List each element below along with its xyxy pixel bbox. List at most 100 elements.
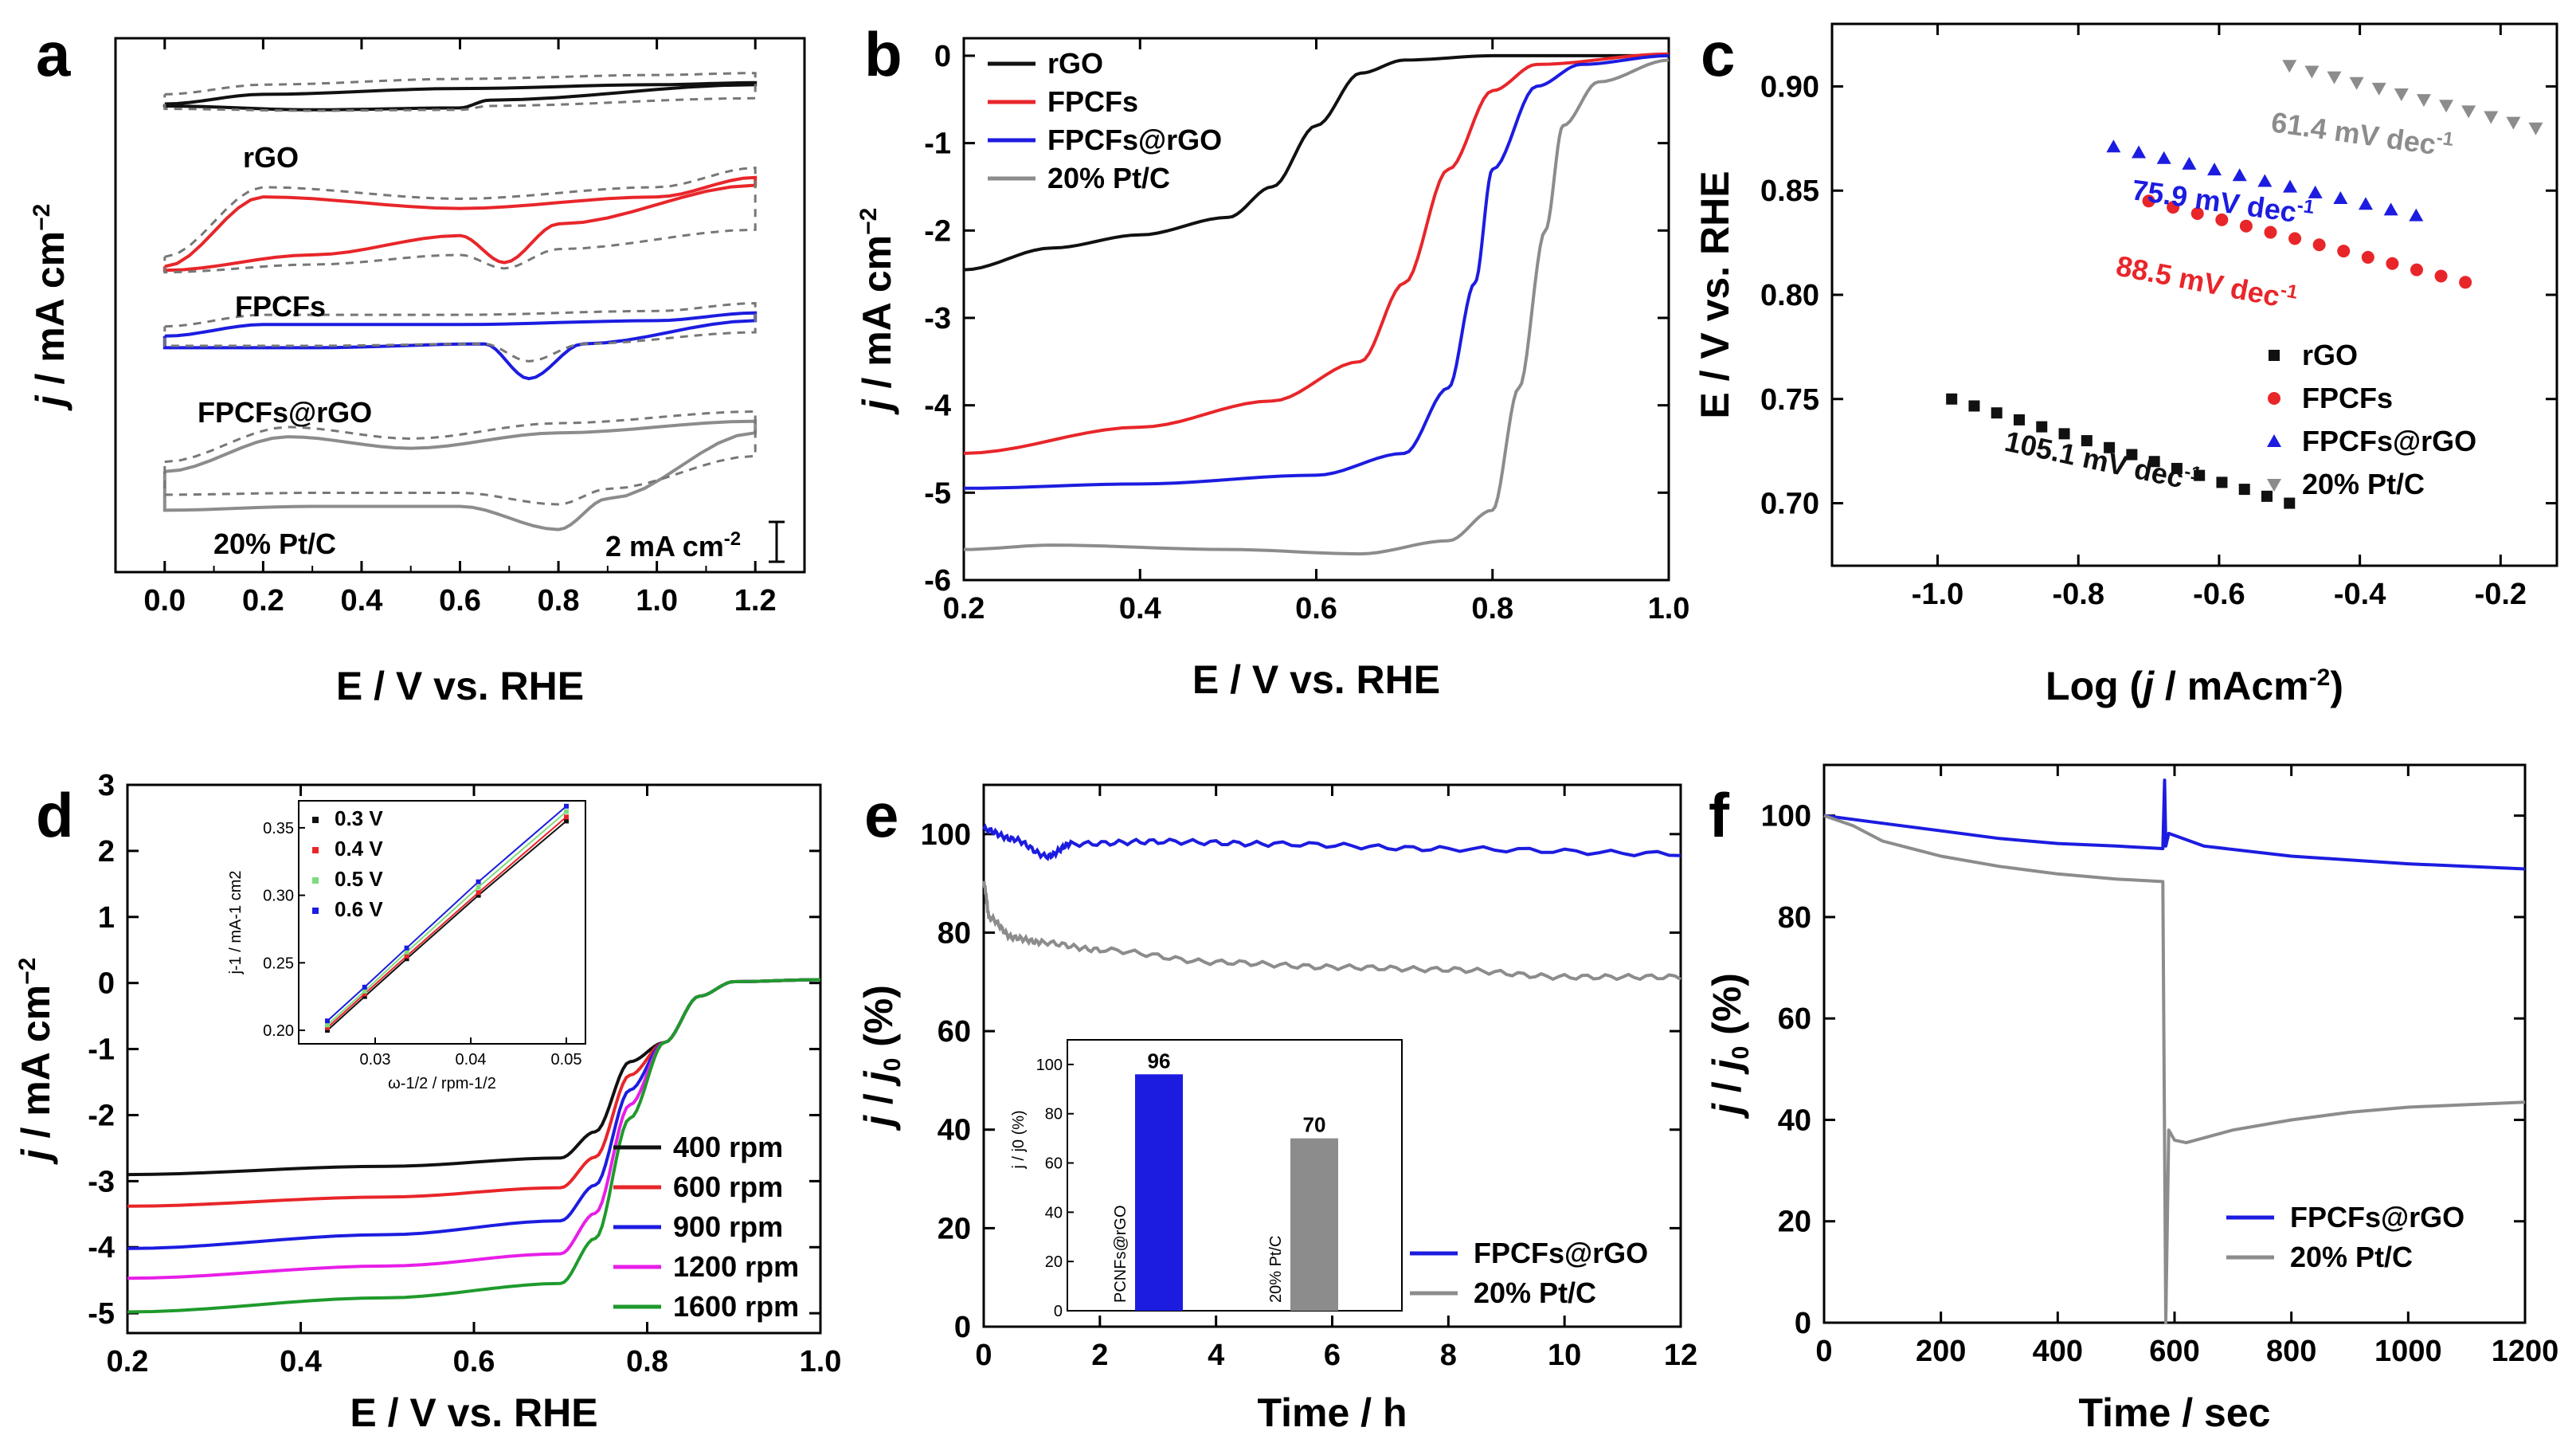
panel-c-legend-label: FPCFs@rGO [2302, 425, 2476, 457]
panel-c-point-FPCFs [2190, 207, 2204, 220]
panel-d-inset-point-0.6 V [325, 1018, 330, 1024]
panel-c-point-20% Pt/C [2528, 122, 2543, 135]
panel-e-inset-ytick-label: 0 [1054, 1303, 1063, 1320]
panel-f-letter: f [1709, 780, 1730, 850]
panel-c-point-rGO [2148, 456, 2160, 468]
panel-d-legend-label: 400 rpm [673, 1131, 783, 1163]
panel-b-line-FPCFs@rGO [963, 53, 1670, 490]
panel-a-cv-20% Pt/C [162, 419, 758, 531]
panel-c-slope-FPCFs: 88.5 mV dec-1 [2113, 248, 2299, 316]
panel-d-line-1600 rpm [127, 978, 821, 1314]
panel-c-point-rGO [1946, 393, 1958, 405]
panel-c-point-rGO [2014, 414, 2026, 425]
panel-a-label-rGO: rGO [243, 141, 299, 174]
panel-e-ytick-label: 100 [921, 818, 971, 852]
panel-f: f 0 200 400 600 800 1000 1200 0 20 40 60 80 100 Time /… [1705, 763, 2559, 1435]
panel-f-xtick-label: 200 [1916, 1335, 1966, 1368]
panel-c-ytick-label: 0.75 [1760, 383, 1819, 417]
panel-d-inset-xtick-label: 0.04 [456, 1051, 487, 1069]
panel-d-inset-point-0.5 V [564, 809, 569, 814]
panel-e: e 0 2 4 6 8 10 12 0 20 40 60 80 100 Time / h j / j0 (%)… [856, 780, 1697, 1435]
panel-a-label-FPCFs: FPCFs [235, 290, 326, 323]
panel-c-slope-rGO: 105.1 mV dec-1 [2002, 423, 2203, 498]
panel-c-point-FPCFs [2386, 257, 2399, 270]
panel-e-ytick-label: 80 [938, 916, 971, 950]
panel-f-ytick-label: 60 [1778, 1002, 1811, 1036]
panel-a-label-FPCFs@rGO: FPCFs@rGO [198, 396, 372, 429]
panel-a-xtick-label: 0.4 [341, 584, 383, 618]
panel-d-inset-point-0.4 V [325, 1025, 330, 1030]
panel-d-inset-point-0.5 V [404, 949, 409, 955]
panel-a-ylabel: j / mA cm−2 [28, 204, 72, 412]
panel-b-legend-label: 20% Pt/C [1047, 162, 1170, 194]
panel-c-slope-20% Pt/C: 61.4 mV dec-1 [2269, 104, 2455, 163]
panel-d-xlabel: E / V vs. RHE [350, 1390, 597, 1435]
panel-e-xtick-label: 6 [1324, 1339, 1341, 1372]
panel-a-cv-rGO [162, 80, 758, 112]
panel-d-inset-ytick-label: 0.30 [263, 888, 294, 905]
panel-a-ref-20% Pt/C [163, 410, 757, 506]
panel-e-inset-bar-PCNFs@rGO [1135, 1074, 1183, 1311]
panel-e-inset-ytick-label: 80 [1045, 1106, 1063, 1123]
panel-c-legend-marker [2267, 434, 2281, 447]
panel-a-xtick-label: 1.2 [734, 584, 777, 618]
panel-f-xtick-label: 600 [2149, 1335, 2199, 1368]
panel-c-point-FPCFs [2167, 201, 2180, 214]
panel-c-point-rGO [2216, 476, 2228, 488]
panel-c-legend-marker [2268, 392, 2280, 405]
panel-b-ytick-label: -1 [924, 127, 951, 161]
panel-e-xtick-label: 4 [1208, 1339, 1224, 1372]
panel-f-xtick-label: 1200 [2492, 1335, 2559, 1368]
panel-c-point-20% Pt/C [2349, 76, 2364, 90]
panel-d-inset-legend-label: 0.6 V [335, 897, 383, 921]
panel-e-legend-label: FPCFs@rGO [1474, 1237, 1648, 1269]
panel-c-letter: c [1701, 19, 1735, 89]
panel-c-point-FPCFs [2337, 245, 2351, 258]
panel-c-point-rGO [2194, 469, 2206, 481]
panel-d-inset-xtick-label: 0.05 [551, 1051, 582, 1069]
panel-c-point-FPCFs [2142, 194, 2155, 208]
panel-d-inset-point-0.3 V [362, 994, 367, 999]
panel-c-point-20% Pt/C [2416, 94, 2431, 108]
panel-c-point-20% Pt/C [2461, 105, 2476, 119]
panel-f-ytick-label: 100 [1761, 800, 1811, 833]
panel-d-inset-point-0.5 V [476, 884, 481, 890]
panel-b-xtick-label: 0.6 [1295, 592, 1337, 625]
panel-f-ylabel: j / j0 (%) [1705, 973, 1754, 1120]
panel-b: b 0.2 0.4 0.6 0.8 1.0 0 -1 -2 -3 -4 -5 -6 E / V vs. R… [855, 19, 1689, 702]
panel-b-frame [962, 37, 1670, 582]
panel-f-xlabel: Time / sec [2079, 1390, 2271, 1435]
panel-c-xlabel: Log (j / mAcm-2) [2046, 664, 2343, 708]
panel-e-inset-ytick-label: 60 [1045, 1155, 1063, 1173]
panel-c-xtick-label: -0.6 [2193, 578, 2245, 611]
panel-c-xtick-label: -0.2 [2475, 578, 2527, 611]
panel-d-inset-ytick-label: 0.20 [263, 1022, 294, 1040]
panel-c-point-20% Pt/C [2304, 65, 2320, 79]
panel-d-inset-point-0.3 V [325, 1028, 330, 1033]
panel-c-point-FPCFs [2361, 250, 2374, 264]
panel-d-ytick-label: -2 [88, 1099, 115, 1132]
panel-e-inset-ylabel: j / j0 (%) [1010, 1110, 1028, 1169]
panel-f-legend-label: 20% Pt/C [2290, 1241, 2413, 1273]
panel-b-line-20% Pt/C [963, 58, 1670, 556]
panel-d-ytick-label: -5 [88, 1297, 115, 1331]
panel-f-xtick-label: 800 [2266, 1335, 2316, 1368]
panel-d-ytick-label: 1 [98, 901, 115, 935]
panel-c-point-20% Pt/C [2506, 116, 2521, 130]
panel-c-point-20% Pt/C [2394, 88, 2409, 101]
panel-c-ytick-label: 0.80 [1760, 279, 1819, 312]
panel-c-point-rGO [2058, 428, 2070, 440]
panel-c-legend-marker [2269, 350, 2280, 361]
panel-d-inset-point-0.5 V [325, 1022, 330, 1028]
panel-d-xtick-label: 0.2 [107, 1345, 149, 1378]
panel-c-point-rGO [2126, 449, 2138, 461]
panel-d-inset-xtick-label: 0.03 [360, 1051, 391, 1069]
panel-c-point-rGO [1991, 407, 2002, 419]
panel-c-point-FPCFs [2312, 238, 2326, 252]
panel-c-point-20% Pt/C [2327, 71, 2342, 84]
panel-c-point-rGO [2171, 462, 2183, 474]
panel-b-xtick-label: 0.8 [1471, 592, 1513, 625]
panel-c-point-FPCFs [2434, 269, 2448, 283]
panel-e-letter: e [864, 780, 898, 850]
